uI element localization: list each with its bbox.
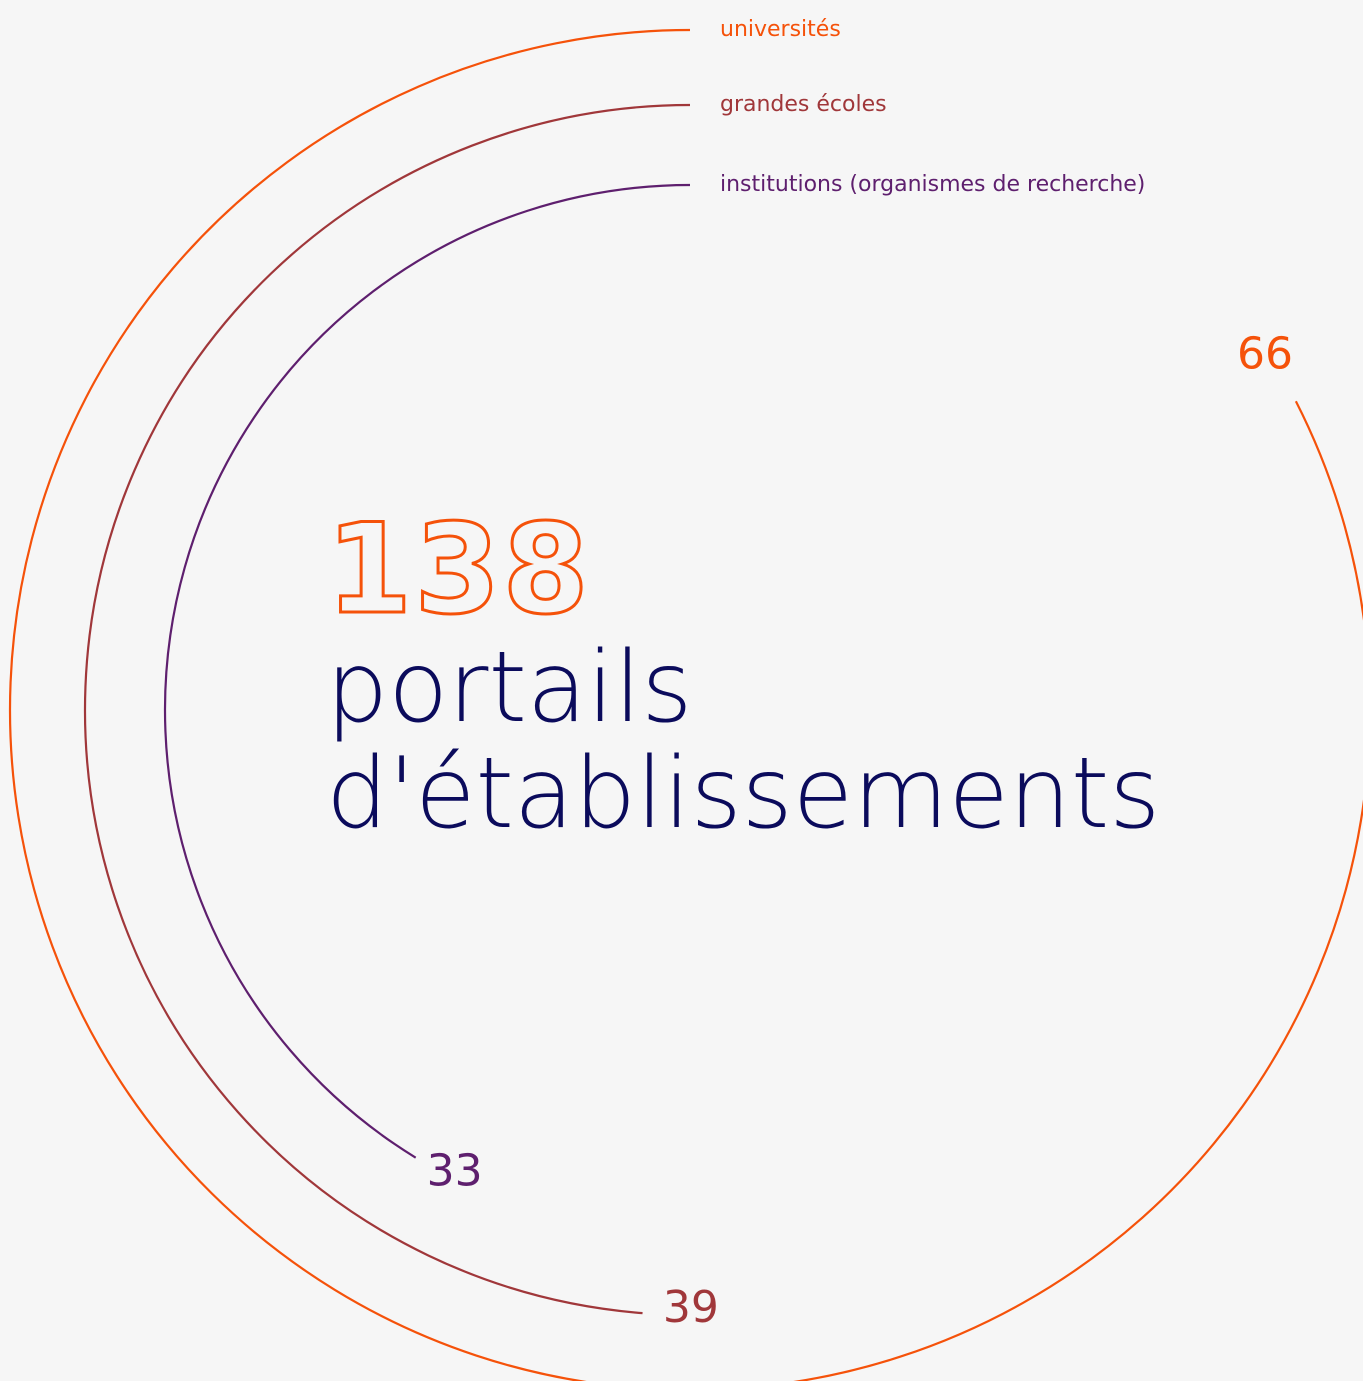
- chart-title: portails d'établissements: [326, 631, 1161, 851]
- value-label: 66: [1237, 328, 1293, 379]
- legend-label: universités: [720, 17, 841, 42]
- arc-bar: [83, 103, 691, 1315]
- legend-label: grandes écoles: [720, 92, 887, 117]
- total: 138: [325, 498, 591, 642]
- legend-label: institutions (organismes de recherche): [720, 172, 1145, 197]
- arc-bar: [163, 183, 691, 1159]
- value-label: 39: [663, 1282, 719, 1333]
- arc-bar: [8, 28, 1363, 1381]
- value-label: 33: [427, 1146, 483, 1197]
